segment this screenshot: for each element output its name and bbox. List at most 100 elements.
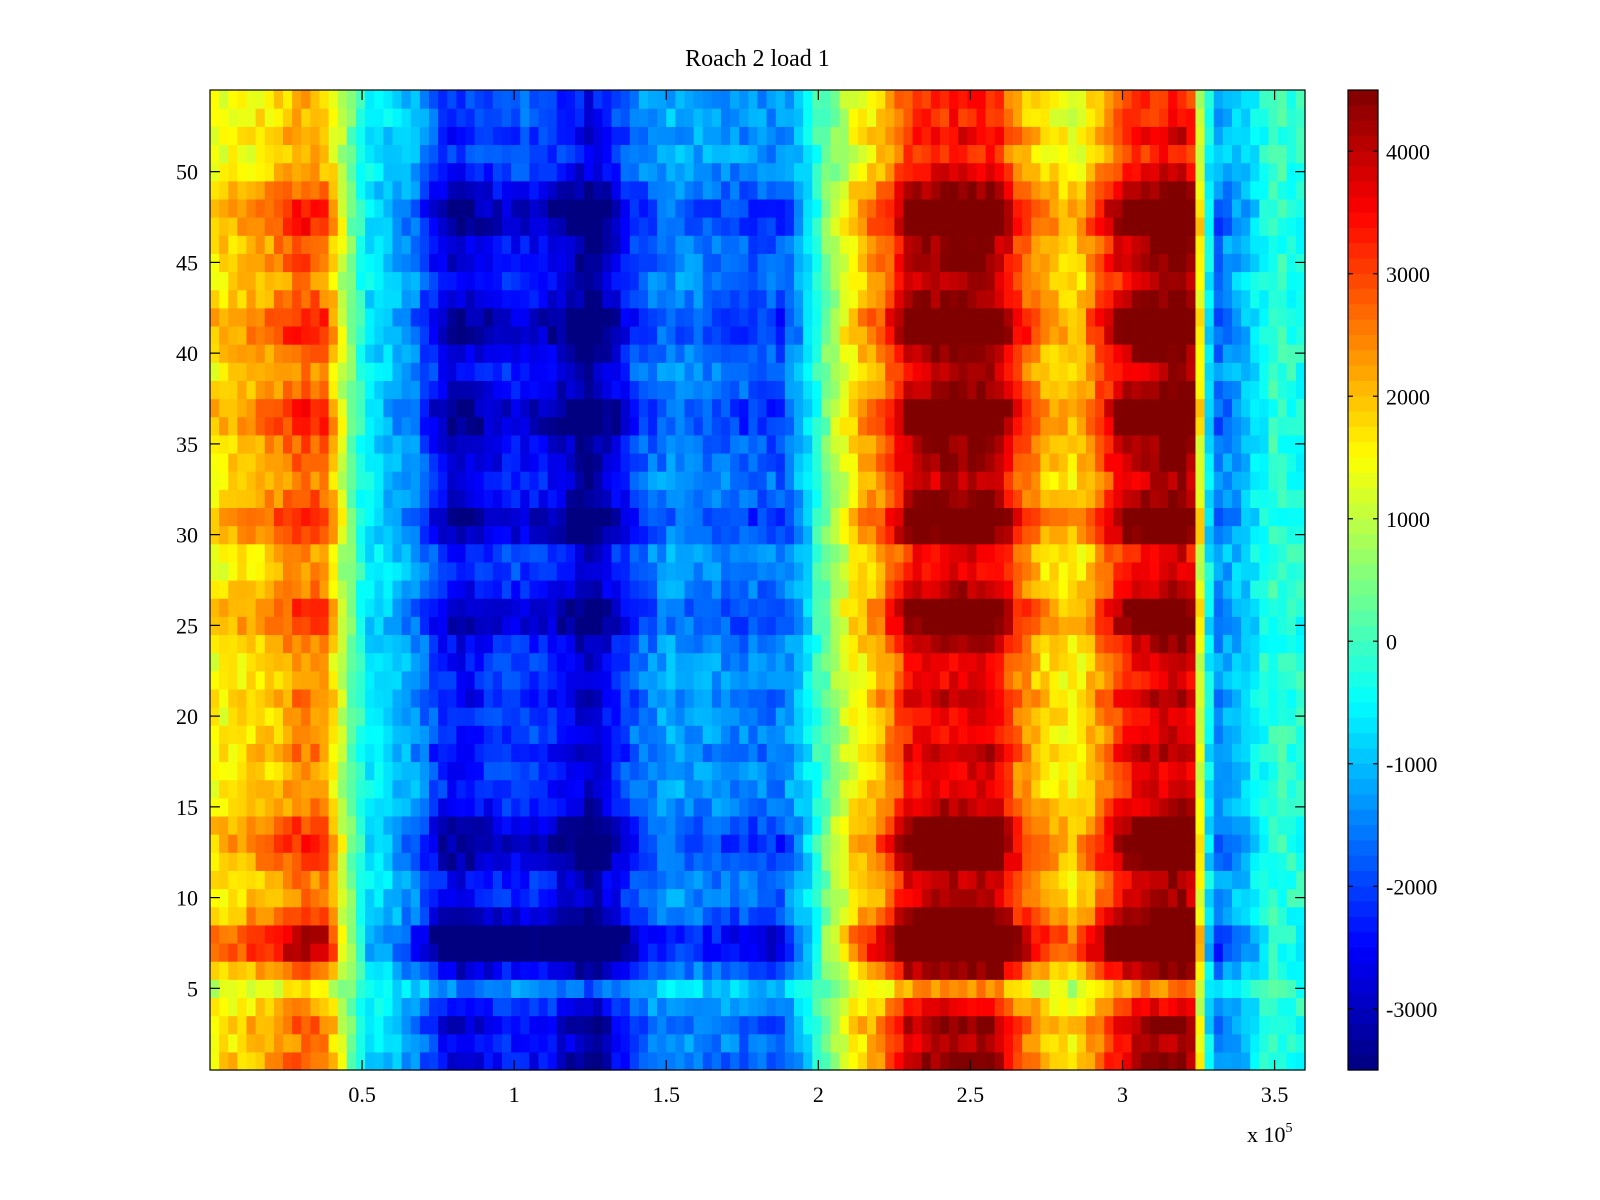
heatmap-cell	[529, 452, 540, 472]
heatmap-cell	[392, 507, 403, 527]
heatmap-cell	[903, 906, 914, 926]
heatmap-cell	[273, 398, 284, 418]
heatmap-cell	[593, 852, 603, 871]
heatmap-cell	[292, 471, 302, 490]
heatmap-cell	[1140, 398, 1151, 418]
heatmap-cell	[857, 507, 868, 527]
heatmap-cell	[1286, 489, 1297, 509]
heatmap-cell	[328, 1033, 339, 1053]
heatmap-cell	[337, 634, 348, 654]
heatmap-cell	[949, 652, 959, 672]
heatmap-cell	[867, 507, 877, 527]
heatmap-cell	[1031, 834, 1041, 853]
heatmap-cell	[575, 888, 585, 908]
heatmap-cell	[410, 743, 421, 763]
heatmap-cell	[1022, 543, 1032, 563]
heatmap-cell	[876, 434, 886, 454]
heatmap-cell	[401, 979, 412, 999]
heatmap-cell	[721, 380, 731, 400]
heatmap-cell	[1013, 543, 1023, 563]
heatmap-cell	[876, 362, 886, 381]
heatmap-cell	[1295, 924, 1306, 944]
heatmap-cell	[1222, 906, 1233, 926]
heatmap-cell	[255, 870, 266, 890]
heatmap-cell	[429, 344, 439, 363]
heatmap-cell	[228, 725, 238, 744]
heatmap-cell	[1159, 961, 1169, 980]
heatmap-cell	[502, 815, 512, 835]
heatmap-cell	[1168, 961, 1178, 980]
heatmap-cell	[620, 1033, 631, 1053]
heatmap-cell	[711, 1033, 722, 1053]
heatmap-cell	[611, 1033, 622, 1053]
heatmap-cell	[346, 1051, 357, 1071]
heatmap-cell	[1040, 834, 1051, 853]
heatmap-cell	[794, 942, 804, 962]
heatmap-cell	[502, 525, 512, 545]
heatmap-cell	[292, 344, 302, 363]
heatmap-cell	[1286, 852, 1297, 871]
heatmap-cell	[1140, 325, 1151, 345]
heatmap-cell	[465, 380, 476, 400]
heatmap-cell	[1013, 834, 1023, 853]
heatmap-cell	[721, 997, 731, 1017]
heatmap-cell	[1195, 725, 1206, 744]
heatmap-cell	[766, 616, 777, 636]
heatmap-cell	[1013, 870, 1023, 890]
heatmap-cell	[912, 344, 923, 363]
heatmap-cell	[456, 688, 467, 708]
heatmap-cell	[1259, 834, 1270, 853]
heatmap-cell	[803, 525, 813, 545]
heatmap-cell	[365, 561, 375, 581]
heatmap-cell	[1013, 452, 1023, 472]
heatmap-cell	[1241, 779, 1251, 799]
heatmap-cell	[638, 1051, 649, 1071]
heatmap-cell	[593, 616, 603, 636]
heatmap-cell	[1241, 888, 1251, 908]
heatmap-cell	[611, 997, 622, 1017]
heatmap-cell	[1095, 561, 1105, 581]
heatmap-cell	[502, 688, 512, 708]
heatmap-cell	[1241, 743, 1251, 763]
heatmap-cell	[292, 979, 302, 999]
heatmap-cell	[556, 452, 567, 472]
heatmap-cell	[456, 1051, 467, 1071]
heatmap-cell	[711, 707, 722, 726]
heatmap-cell	[821, 580, 832, 599]
heatmap-cell	[1259, 1015, 1270, 1035]
heatmap-cell	[1086, 634, 1096, 654]
heatmap-cell	[419, 416, 430, 436]
heatmap-cell	[648, 561, 658, 581]
heatmap-cell	[693, 525, 704, 545]
heatmap-cell	[520, 652, 530, 672]
heatmap-cell	[684, 307, 695, 327]
heatmap-cell	[1295, 634, 1306, 654]
heatmap-cell	[730, 852, 740, 871]
heatmap-cell	[949, 870, 959, 890]
heatmap-cell	[839, 380, 850, 400]
heatmap-cell	[940, 997, 950, 1017]
heatmap-cell	[483, 888, 494, 908]
heatmap-cell	[328, 652, 339, 672]
heatmap-cell	[438, 362, 448, 381]
heatmap-cell	[520, 743, 530, 763]
heatmap-cell	[575, 344, 585, 363]
heatmap-cell	[529, 489, 540, 509]
heatmap-cell	[1222, 815, 1233, 835]
heatmap-cell	[483, 852, 494, 871]
heatmap-cell	[584, 398, 594, 418]
heatmap-cell	[611, 471, 622, 490]
heatmap-cell	[1268, 525, 1279, 545]
heatmap-cell	[365, 652, 375, 672]
heatmap-cell	[967, 1015, 978, 1035]
heatmap-cell	[210, 598, 220, 617]
heatmap-cell	[210, 452, 220, 472]
heatmap-cell	[565, 416, 576, 436]
heatmap-cell	[301, 688, 311, 708]
heatmap-cell	[675, 924, 686, 944]
heatmap-cell	[1067, 561, 1078, 581]
heatmap-cell	[684, 834, 695, 853]
heatmap-cell	[1140, 1015, 1151, 1035]
heatmap-cell	[419, 852, 430, 871]
heatmap-cell	[1186, 942, 1197, 962]
